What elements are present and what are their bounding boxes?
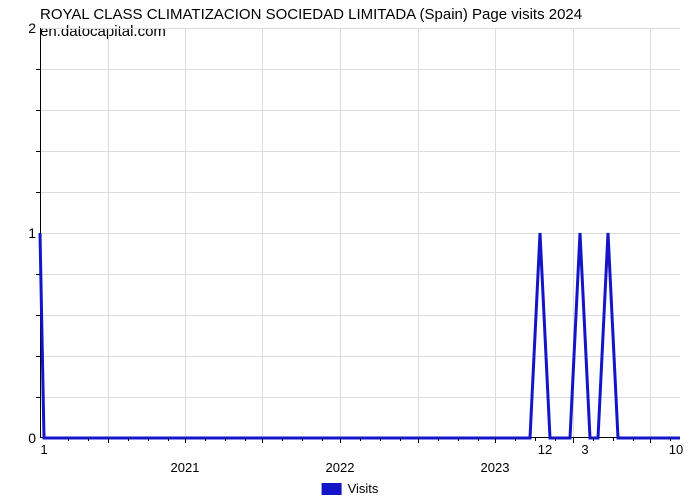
- legend-label: Visits: [348, 481, 379, 496]
- data-series: [40, 28, 680, 438]
- chart-container: { "chart": { "type": "line", "title": "R…: [0, 0, 700, 500]
- legend-swatch: [322, 483, 342, 495]
- legend: Visits: [322, 481, 379, 496]
